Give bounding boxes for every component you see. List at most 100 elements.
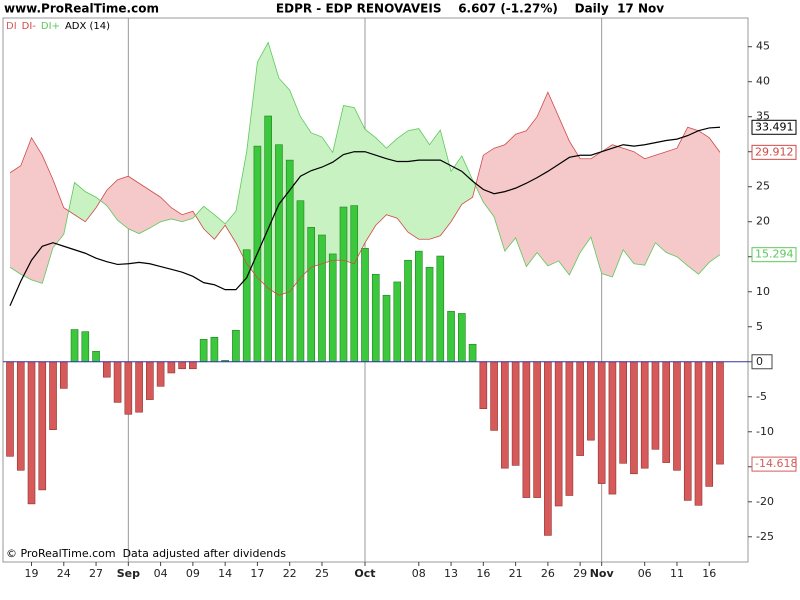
- bar: [425, 266, 434, 363]
- bar: [587, 361, 595, 441]
- bar: [458, 313, 466, 363]
- last-value-box: [751, 144, 797, 160]
- x-tick-label: 19: [25, 567, 39, 580]
- bar: [113, 361, 122, 403]
- bar: [27, 361, 36, 505]
- bar: [608, 361, 617, 495]
- x-tick-label: 08: [412, 567, 426, 580]
- bar: [404, 259, 412, 363]
- legend-entry: DI+: [41, 21, 60, 32]
- legend-entry: DI-: [22, 21, 37, 32]
- bar: [382, 294, 391, 363]
- bar: [447, 311, 455, 363]
- x-tick-label: 06: [638, 567, 652, 580]
- bar: [124, 361, 133, 415]
- x-tick-label: 22: [283, 567, 297, 580]
- bar: [544, 361, 552, 536]
- bar: [339, 206, 348, 363]
- bar: [705, 361, 714, 487]
- legend-entry: DI: [6, 21, 17, 32]
- bar: [156, 361, 165, 387]
- x-tick-label: 21: [509, 567, 523, 580]
- x-tick-label: 27: [89, 567, 103, 580]
- bar: [103, 361, 111, 378]
- bar: [651, 361, 660, 450]
- last-value-box: [751, 119, 797, 135]
- bar: [694, 361, 703, 506]
- bar: [436, 255, 445, 363]
- bar: [522, 361, 531, 498]
- y-tick-label: -20: [756, 495, 774, 508]
- bar: [371, 273, 380, 363]
- last-value-label: 15.294: [755, 248, 794, 261]
- bar: [673, 361, 681, 471]
- x-tick-label: 25: [315, 567, 329, 580]
- bar: [328, 253, 337, 363]
- bar: [554, 361, 563, 507]
- x-tick-label: 11: [670, 567, 684, 580]
- x-tick-label: Nov: [590, 567, 615, 580]
- bar: [662, 361, 671, 463]
- bar: [59, 361, 68, 389]
- bar: [70, 329, 79, 363]
- bar: [565, 361, 574, 496]
- bar: [92, 350, 100, 363]
- bar: [361, 248, 369, 363]
- x-tick-label: 13: [444, 567, 458, 580]
- bar: [167, 361, 176, 374]
- bar: [468, 343, 477, 363]
- y-tick-label: 25: [756, 180, 770, 193]
- last-value-label: -14.618: [755, 457, 797, 470]
- x-tick-label: 24: [57, 567, 71, 580]
- bar: [350, 205, 359, 363]
- x-tick-label: 17: [250, 567, 264, 580]
- bar: [189, 361, 197, 370]
- y-tick-label: 35: [756, 110, 770, 123]
- last-value-label: 29.912: [755, 145, 794, 158]
- bar: [16, 361, 25, 471]
- y-tick-label: 10: [756, 285, 770, 298]
- chart-title: EDPR - EDP RENOVAVEIS 6.607 (-1.27%) Dai…: [276, 2, 664, 16]
- bar: [479, 361, 488, 409]
- bar: [275, 144, 283, 363]
- legend-entry: ADX (14): [65, 21, 110, 32]
- site-name[interactable]: www.ProRealTime.com: [4, 2, 159, 16]
- bar: [199, 339, 208, 363]
- x-tick-label: Sep: [117, 567, 140, 580]
- y-tick-label: 45: [756, 40, 770, 53]
- y-tick-label: 20: [756, 215, 770, 228]
- bar: [146, 361, 154, 400]
- bar: [490, 361, 498, 431]
- bar: [619, 361, 627, 464]
- bar: [6, 361, 14, 457]
- x-tick-label: 04: [154, 567, 168, 580]
- bar: [511, 361, 520, 466]
- bar: [178, 361, 186, 370]
- bar: [533, 361, 541, 498]
- line-3: [9, 126, 721, 306]
- bar: [640, 361, 649, 469]
- last-value-box: [751, 247, 797, 263]
- bar: [49, 361, 57, 430]
- bar: [414, 250, 423, 363]
- bar: [683, 361, 692, 501]
- bar: [318, 234, 326, 363]
- y-tick-label: -5: [756, 390, 767, 403]
- bar: [630, 361, 638, 475]
- bar: [38, 361, 47, 491]
- x-tick-label: 26: [541, 567, 555, 580]
- last-value-box: [751, 456, 797, 472]
- bar: [597, 361, 606, 484]
- zero-box: [751, 354, 773, 370]
- y-tick-label: -10: [756, 425, 774, 438]
- bar: [232, 329, 240, 363]
- bar: [576, 361, 584, 456]
- bar: [135, 361, 143, 413]
- x-tick-label: 14: [218, 567, 232, 580]
- x-tick-label: 16: [476, 567, 490, 580]
- y-tick-label: -25: [756, 530, 774, 543]
- x-tick-label: Oct: [354, 567, 375, 580]
- last-value-label: 33.491: [755, 120, 794, 133]
- line-2: [9, 41, 721, 284]
